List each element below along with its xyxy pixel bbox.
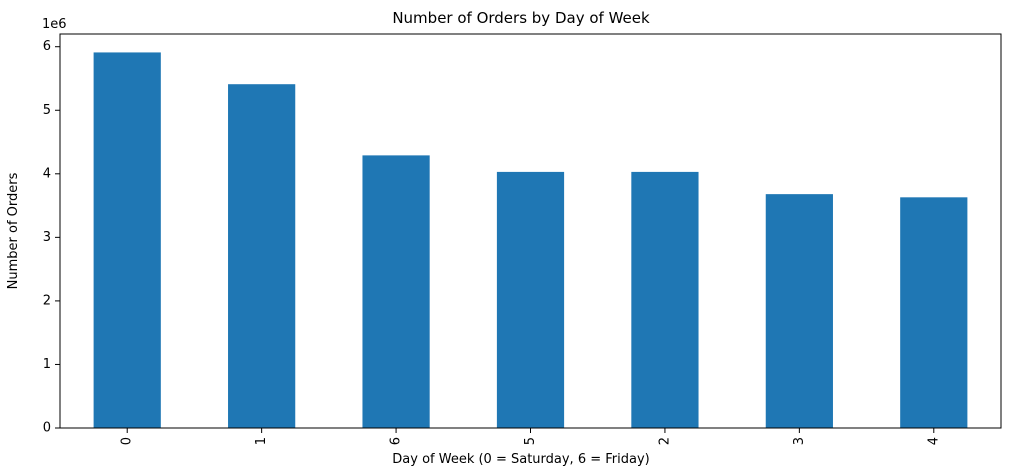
y-axis-scale-label: 1e6 [42,17,67,32]
x-axis-ticks: 0 1 6 5 2 3 4 [120,428,941,445]
y-axis-ticks: 0 1 2 3 4 5 6 [43,39,60,436]
chart-title: Number of Orders by Day of Week [392,9,650,27]
x-tick-label: 5 [523,437,538,445]
y-tick-label: 0 [43,421,51,436]
y-tick-label: 3 [43,230,51,245]
bar-day-0 [93,52,161,429]
y-tick-label: 5 [43,103,51,118]
bar-day-2 [631,171,699,428]
bars [93,52,968,429]
x-tick-label: 1 [254,437,269,445]
y-tick-label: 4 [43,166,51,181]
y-tick-label: 1 [43,357,51,372]
x-tick-label: 3 [792,437,807,445]
y-tick-label: 6 [43,39,51,54]
x-axis-label: Day of Week (0 = Saturday, 6 = Friday) [392,452,649,467]
y-axis-label: Number of Orders [6,172,21,289]
x-tick-label: 6 [389,437,404,445]
bar-day-6 [362,155,430,428]
bar-day-4 [900,197,968,428]
bar-day-1 [228,84,296,429]
x-tick-label: 0 [120,437,135,445]
plot-frame [59,33,1002,429]
x-tick-label: 4 [926,437,941,445]
x-tick-label: 2 [657,437,672,445]
y-tick-label: 2 [43,293,51,308]
bar-day-5 [496,171,565,428]
bar-day-3 [765,194,833,428]
